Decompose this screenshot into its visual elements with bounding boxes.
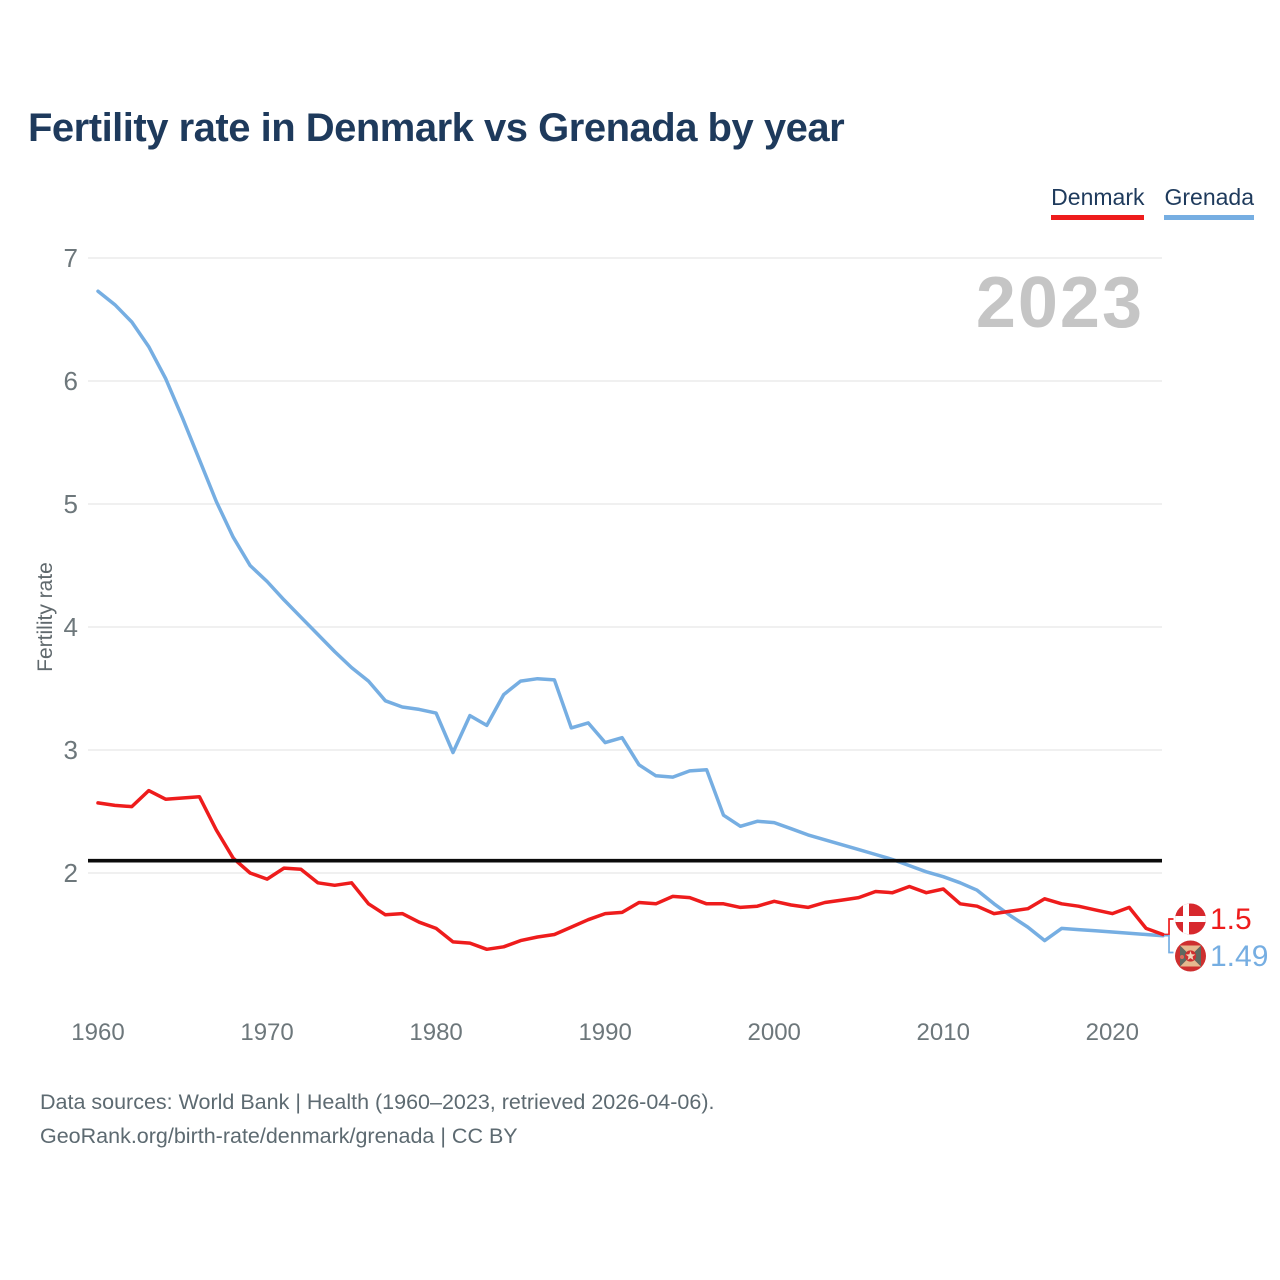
- legend: Denmark Grenada: [1031, 184, 1254, 220]
- y-tick-label-7: 7: [64, 243, 78, 273]
- page-title: Fertility rate in Denmark vs Grenada by …: [28, 106, 845, 150]
- end-value-label-denmark: 1.5: [1210, 903, 1252, 936]
- y-tick-label-4: 4: [64, 612, 78, 642]
- grenada-flag-icon-part: [1185, 951, 1196, 960]
- footer-attribution-line: GeoRank.org/birth-rate/denmark/grenada |…: [40, 1124, 518, 1148]
- denmark-flag-icon-part: [1183, 903, 1189, 935]
- y-tick-label-5: 5: [64, 489, 78, 519]
- x-tick-label-1970: 1970: [240, 1019, 293, 1046]
- x-tick-label-2010: 2010: [917, 1019, 970, 1046]
- x-tick-label-2000: 2000: [748, 1019, 801, 1046]
- y-tick-label-2: 2: [64, 858, 78, 888]
- end-value-label-grenada: 1.49: [1210, 940, 1268, 973]
- y-tick-label-3: 3: [64, 735, 78, 765]
- y-tick-label-6: 6: [64, 366, 78, 396]
- year-watermark: 2023: [975, 263, 1144, 343]
- legend-item-denmark[interactable]: Denmark: [1051, 184, 1145, 220]
- legend-item-grenada[interactable]: Grenada: [1164, 184, 1254, 220]
- denmark-flag-icon-part: [1175, 916, 1206, 922]
- grenada-flag-icon: [1175, 940, 1206, 972]
- footer-sources-line: Data sources: World Bank | Health (1960–…: [40, 1090, 715, 1114]
- grenada-flag-icon-part: [1180, 955, 1184, 959]
- leader-line-denmark: [1164, 918, 1174, 936]
- series-line-grenada: [96, 289, 1165, 943]
- leader-line-grenada: [1164, 934, 1174, 954]
- x-tick-label-1960: 1960: [71, 1019, 124, 1046]
- series-line-denmark: [96, 788, 1165, 952]
- x-tick-label-1980: 1980: [409, 1019, 462, 1046]
- x-tick-label-1990: 1990: [578, 1019, 631, 1046]
- x-tick-label-2020: 2020: [1086, 1019, 1139, 1046]
- denmark-flag-icon: [1175, 903, 1206, 935]
- data-sources-footer: Data sources: World Bank | Health (1960–…: [40, 1085, 714, 1153]
